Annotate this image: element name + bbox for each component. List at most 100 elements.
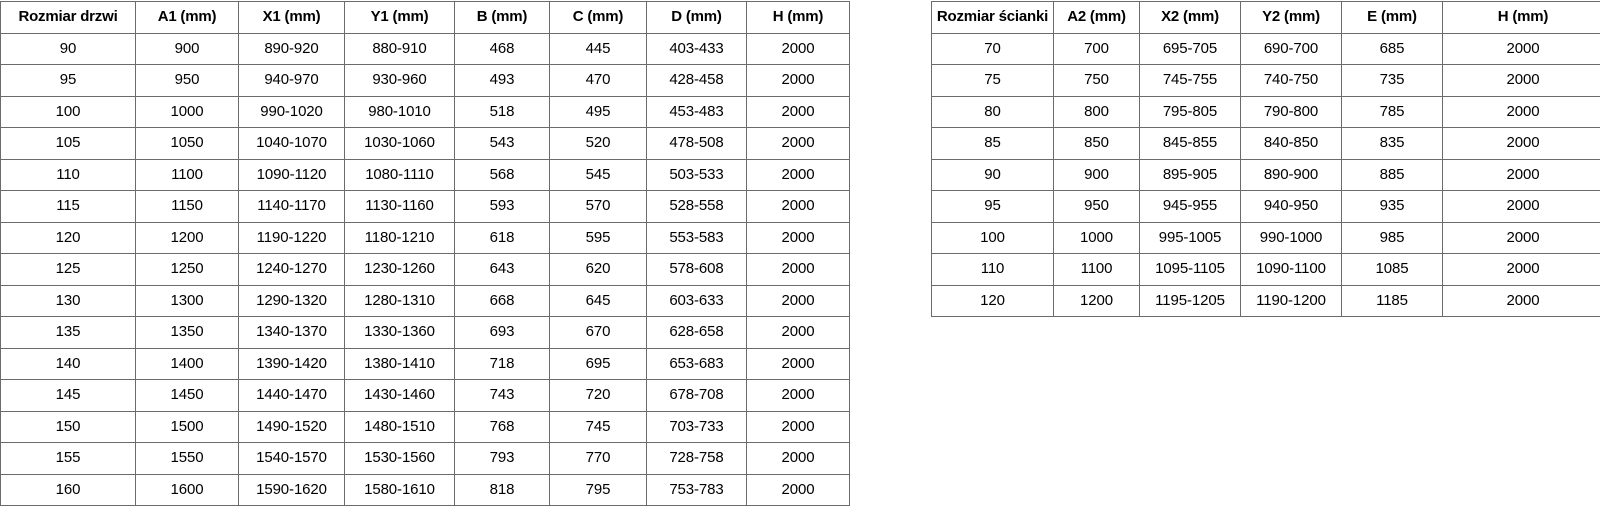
cell-d: 528-558	[646, 190, 747, 223]
cell-x1: 1440-1470	[238, 379, 345, 412]
cell-a1: 1400	[135, 347, 239, 380]
cell-y2: 1090-1100	[1240, 253, 1342, 286]
column-header-c: C (mm)	[549, 1, 647, 34]
cell-x1: 1340-1370	[238, 316, 345, 349]
cell-y1: 980-1010	[344, 95, 455, 128]
table-row: 155 1550 1540-1570 1530-1560 793 770 728…	[0, 442, 850, 475]
table-row: 80 800 795-805 790-800 785 2000	[931, 95, 1600, 128]
cell-a1: 1100	[135, 158, 239, 191]
cell-x1: 1140-1170	[238, 190, 345, 223]
column-header-a2: A2 (mm)	[1053, 1, 1140, 34]
cell-b: 793	[454, 442, 550, 475]
cell-y1: 1130-1160	[344, 190, 455, 223]
table-row: 95 950 940-970 930-960 493 470 428-458 2…	[0, 64, 850, 97]
cell-e: 985	[1341, 221, 1443, 254]
cell-rozmiar-scianki: 95	[931, 190, 1054, 223]
cell-b: 693	[454, 316, 550, 349]
cell-d: 478-508	[646, 127, 747, 160]
cell-c: 470	[549, 64, 647, 97]
cell-a1: 1600	[135, 473, 239, 506]
cell-b: 743	[454, 379, 550, 412]
cell-rozmiar-drzwi: 95	[0, 64, 136, 97]
cell-x2: 945-955	[1139, 190, 1241, 223]
cell-y2: 740-750	[1240, 64, 1342, 97]
column-header-rozmiar-drzwi: Rozmiar drzwi	[0, 1, 136, 34]
table-row: 150 1500 1490-1520 1480-1510 768 745 703…	[0, 410, 850, 443]
cell-d: 503-533	[646, 158, 747, 191]
door-size-table: Rozmiar drzwi A1 (mm) X1 (mm) Y1 (mm) B …	[0, 1, 850, 506]
cell-h: 2000	[746, 316, 850, 349]
cell-b: 493	[454, 64, 550, 97]
cell-a1: 1450	[135, 379, 239, 412]
cell-a2: 1100	[1053, 253, 1140, 286]
cell-d: 653-683	[646, 347, 747, 380]
column-header-x1: X1 (mm)	[238, 1, 345, 34]
cell-h: 2000	[1442, 253, 1600, 286]
cell-h: 2000	[746, 158, 850, 191]
door-table-body: 90 900 890-920 880-910 468 445 403-433 2…	[0, 32, 850, 506]
cell-e: 685	[1341, 32, 1443, 65]
cell-y1: 1180-1210	[344, 221, 455, 254]
cell-x1: 1390-1420	[238, 347, 345, 380]
cell-e: 1185	[1341, 284, 1443, 317]
table-row: 120 1200 1195-1205 1190-1200 1185 2000	[931, 284, 1600, 317]
cell-h: 2000	[746, 190, 850, 223]
cell-h: 2000	[746, 473, 850, 506]
table-row: 70 700 695-705 690-700 685 2000	[931, 32, 1600, 65]
cell-rozmiar-scianki: 110	[931, 253, 1054, 286]
cell-c: 570	[549, 190, 647, 223]
cell-y2: 840-850	[1240, 127, 1342, 160]
cell-h: 2000	[746, 379, 850, 412]
cell-e: 1085	[1341, 253, 1443, 286]
cell-x1: 890-920	[238, 32, 345, 65]
cell-x2: 845-855	[1139, 127, 1241, 160]
table-row: 75 750 745-755 740-750 735 2000	[931, 64, 1600, 97]
cell-h: 2000	[746, 64, 850, 97]
table-row: 145 1450 1440-1470 1430-1460 743 720 678…	[0, 379, 850, 412]
table-row: 115 1150 1140-1170 1130-1160 593 570 528…	[0, 190, 850, 223]
cell-rozmiar-drzwi: 120	[0, 221, 136, 254]
cell-b: 568	[454, 158, 550, 191]
cell-y1: 1430-1460	[344, 379, 455, 412]
wall-panel-size-table: Rozmiar ścianki A2 (mm) X2 (mm) Y2 (mm) …	[931, 1, 1600, 317]
cell-y2: 890-900	[1240, 158, 1342, 191]
cell-a1: 1350	[135, 316, 239, 349]
cell-rozmiar-drzwi: 160	[0, 473, 136, 506]
cell-x1: 1590-1620	[238, 473, 345, 506]
cell-y2: 940-950	[1240, 190, 1342, 223]
cell-b: 593	[454, 190, 550, 223]
cell-x1: 1490-1520	[238, 410, 345, 443]
cell-h: 2000	[1442, 95, 1600, 128]
cell-y1: 880-910	[344, 32, 455, 65]
cell-d: 578-608	[646, 253, 747, 286]
cell-d: 678-708	[646, 379, 747, 412]
cell-c: 445	[549, 32, 647, 65]
cell-y1: 1230-1260	[344, 253, 455, 286]
cell-a1: 950	[135, 64, 239, 97]
cell-a1: 1050	[135, 127, 239, 160]
cell-a2: 700	[1053, 32, 1140, 65]
cell-b: 468	[454, 32, 550, 65]
cell-a1: 1550	[135, 442, 239, 475]
cell-x2: 745-755	[1139, 64, 1241, 97]
cell-a1: 1500	[135, 410, 239, 443]
table-row: 130 1300 1290-1320 1280-1310 668 645 603…	[0, 284, 850, 317]
cell-x2: 995-1005	[1139, 221, 1241, 254]
table-row: 105 1050 1040-1070 1030-1060 543 520 478…	[0, 127, 850, 160]
table-header-row: Rozmiar ścianki A2 (mm) X2 (mm) Y2 (mm) …	[931, 1, 1600, 34]
table-row: 140 1400 1390-1420 1380-1410 718 695 653…	[0, 347, 850, 380]
cell-c: 545	[549, 158, 647, 191]
cell-c: 495	[549, 95, 647, 128]
table-row: 90 900 895-905 890-900 885 2000	[931, 158, 1600, 191]
table-header-row: Rozmiar drzwi A1 (mm) X1 (mm) Y1 (mm) B …	[0, 1, 850, 34]
column-header-rozmiar-scianki: Rozmiar ścianki	[931, 1, 1054, 34]
table-row: 125 1250 1240-1270 1230-1260 643 620 578…	[0, 253, 850, 286]
cell-e: 735	[1341, 64, 1443, 97]
cell-d: 603-633	[646, 284, 747, 317]
cell-a2: 1000	[1053, 221, 1140, 254]
cell-a2: 900	[1053, 158, 1140, 191]
cell-y1: 1580-1610	[344, 473, 455, 506]
cell-c: 670	[549, 316, 647, 349]
cell-x2: 1095-1105	[1139, 253, 1241, 286]
